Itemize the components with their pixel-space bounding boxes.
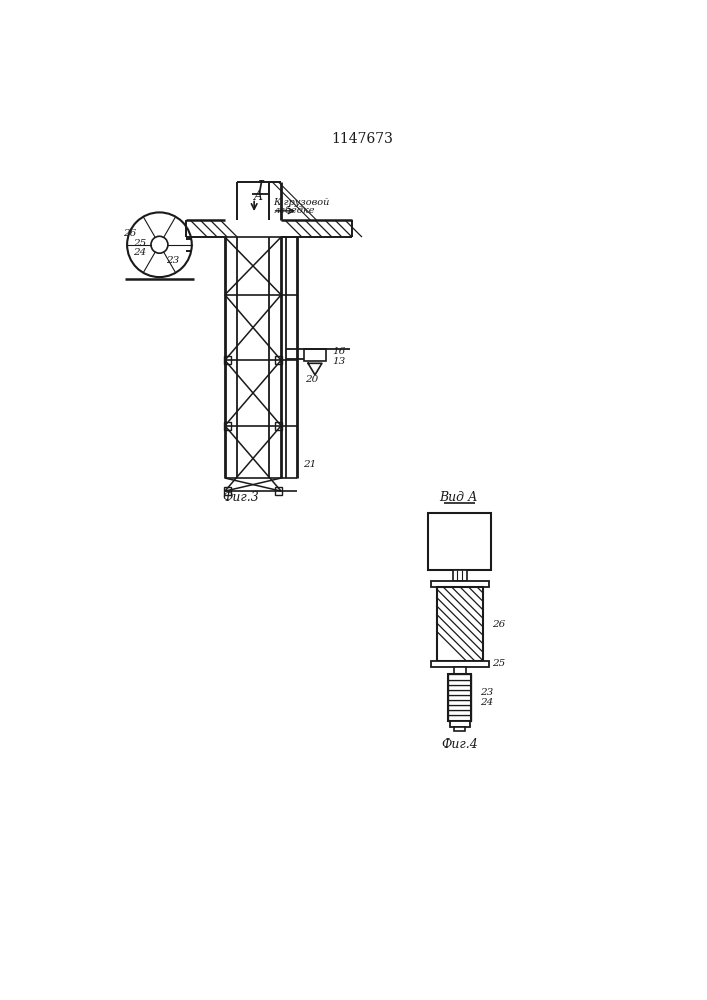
Bar — [224, 487, 231, 495]
Bar — [448, 680, 472, 685]
Bar — [304, 349, 326, 361]
Bar — [448, 700, 472, 705]
Bar — [452, 570, 467, 581]
Text: К грузовой: К грузовой — [274, 198, 329, 207]
Bar — [448, 715, 472, 721]
Bar — [455, 727, 465, 731]
Bar — [224, 422, 231, 430]
Bar — [275, 356, 282, 364]
Bar — [448, 705, 472, 710]
Bar — [431, 581, 489, 587]
Bar — [428, 513, 491, 570]
Text: Фиг.4: Фиг.4 — [441, 738, 478, 751]
Text: 16: 16 — [332, 347, 345, 356]
Text: 23: 23 — [165, 256, 179, 265]
Text: лебедке: лебедке — [274, 206, 315, 215]
Text: Фиг.3: Фиг.3 — [222, 491, 259, 504]
Text: 25: 25 — [133, 239, 146, 248]
Text: I: I — [256, 180, 263, 198]
Bar — [448, 685, 472, 690]
Text: 24: 24 — [133, 248, 146, 257]
Bar — [450, 721, 469, 727]
Bar — [224, 356, 231, 364]
Text: 25: 25 — [492, 659, 506, 668]
Text: A: A — [254, 190, 262, 204]
Text: 23: 23 — [481, 688, 493, 697]
Text: Вид А: Вид А — [439, 491, 477, 504]
Text: 24: 24 — [481, 698, 493, 707]
Bar — [454, 667, 466, 674]
Bar — [448, 695, 472, 700]
Text: 26: 26 — [492, 620, 506, 629]
Bar — [448, 674, 472, 680]
Text: 1147673: 1147673 — [332, 132, 394, 146]
Bar — [448, 690, 472, 695]
Bar — [448, 710, 472, 715]
Text: 13: 13 — [332, 357, 345, 366]
Text: 26: 26 — [123, 229, 136, 238]
Bar — [448, 674, 472, 721]
Bar — [275, 487, 282, 495]
Bar — [275, 422, 282, 430]
Bar — [431, 661, 489, 667]
Bar — [437, 587, 483, 661]
Text: 20: 20 — [305, 375, 319, 384]
Text: 21: 21 — [303, 460, 316, 469]
